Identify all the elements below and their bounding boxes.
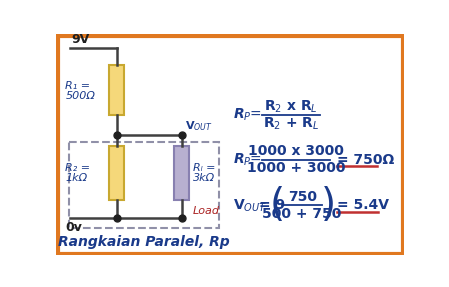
Text: = 5.4V: = 5.4V: [338, 198, 389, 212]
Text: =: =: [250, 153, 261, 167]
Bar: [109, 65, 124, 115]
Text: R$_2$ x R$_L$: R$_2$ x R$_L$: [264, 99, 318, 115]
Text: =: =: [250, 108, 261, 122]
Text: 1000 x 3000: 1000 x 3000: [248, 144, 344, 158]
Text: 750: 750: [288, 190, 317, 204]
Text: ): ): [321, 186, 336, 224]
Text: 9V: 9V: [72, 33, 90, 46]
Text: V$_{OUT}$: V$_{OUT}$: [233, 197, 267, 214]
Text: 0v: 0v: [66, 221, 82, 234]
Text: Rₗ =: Rₗ =: [193, 163, 215, 173]
Text: R$_P$: R$_P$: [233, 152, 251, 168]
Text: (: (: [269, 186, 285, 224]
Text: R$_2$ + R$_L$: R$_2$ + R$_L$: [263, 116, 320, 132]
Bar: [174, 146, 189, 200]
Bar: [109, 146, 124, 200]
Text: R₁ =: R₁ =: [66, 81, 91, 91]
Text: 1kΩ: 1kΩ: [66, 173, 88, 183]
Text: 500Ω: 500Ω: [66, 91, 95, 101]
Bar: [69, 142, 219, 228]
Text: = 750Ω: = 750Ω: [337, 153, 394, 167]
Text: V$_{OUT}$: V$_{OUT}$: [185, 119, 212, 133]
Text: 500 + 750: 500 + 750: [263, 207, 342, 221]
Text: 3kΩ: 3kΩ: [193, 173, 215, 183]
Text: 1000 + 3000: 1000 + 3000: [247, 161, 346, 175]
Text: Rangkaian Paralel, Rp: Rangkaian Paralel, Rp: [58, 235, 229, 249]
Text: = 9: = 9: [259, 198, 285, 212]
Text: R₂ =: R₂ =: [66, 163, 91, 173]
Text: Load: Load: [193, 206, 220, 216]
Text: R$_P$: R$_P$: [233, 107, 251, 123]
